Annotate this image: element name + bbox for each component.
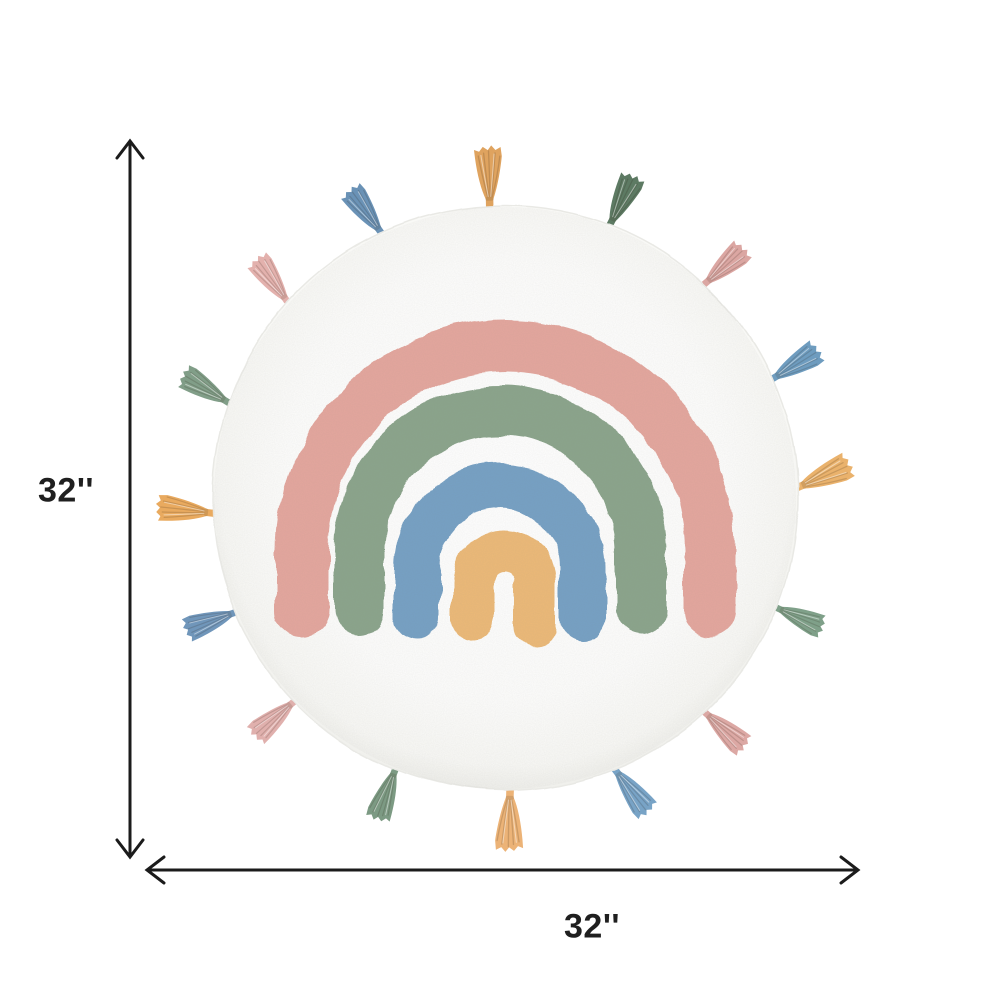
tassel-orange-left (155, 495, 219, 521)
tassel-neck-wrap (609, 216, 617, 222)
rug-graphic (155, 145, 855, 852)
tassel-strands-light (185, 373, 223, 400)
tassel-neck-wrap (220, 395, 226, 403)
tassel-body (181, 611, 232, 642)
tassel-strands-dark (160, 496, 205, 519)
tassel-body (775, 340, 825, 379)
tassel-strands-dark (617, 774, 652, 813)
tassel-neck-wrap (775, 372, 781, 380)
arrowhead-up-icon (115, 138, 145, 160)
tassel-neck-wrap (204, 508, 209, 517)
tassel-neck-wrap (505, 795, 514, 800)
tassel-green-top (605, 172, 645, 231)
height-dimension-label: 32'' (38, 471, 94, 510)
tassel-strands-dark (346, 189, 380, 228)
tassel-strands-light (255, 705, 290, 737)
tassel-blue-right-upper (766, 340, 825, 384)
tassel-body (366, 773, 397, 822)
tassel-strands-dark (781, 608, 821, 635)
arrowhead-right-icon (839, 855, 861, 885)
tassel-strands-light (163, 501, 205, 516)
tassel-strands-dark (708, 715, 746, 751)
arrowhead-down-icon (115, 838, 145, 860)
tassel-neck-wrap (280, 294, 288, 300)
tassel-pink-lower-left (246, 696, 300, 745)
tassel-strands-light (502, 799, 517, 844)
tassel-strands-light (373, 776, 394, 816)
horizontal-dimension-arrow (144, 855, 861, 885)
tassel-body (155, 495, 208, 521)
tassel-neck-wrap (800, 481, 807, 489)
tassel-strands-dark (477, 150, 501, 198)
tassel-strands-dark (611, 178, 641, 220)
tassel-strands-light (804, 460, 847, 486)
tassel-strands-dark (496, 799, 520, 848)
arrowhead-left-icon (144, 855, 166, 885)
tassel-neck-wrap (227, 610, 233, 618)
tassel-neck-wrap (706, 713, 713, 720)
tassel-strands-dark (369, 775, 395, 817)
tassel-strands-dark (778, 346, 818, 378)
tassel-neck-wrap (389, 772, 397, 778)
tassel-neck-wrap (286, 702, 293, 709)
dimension-arrows (115, 138, 861, 885)
width-dimension-label: 32'' (564, 907, 620, 946)
tassel-body (178, 365, 226, 403)
tassel-orange-right (791, 452, 855, 493)
tassel-body (341, 183, 381, 231)
tassel-body (609, 172, 645, 222)
tassel-strands-light (709, 247, 744, 280)
tassel-body (706, 713, 752, 756)
tassel-body (801, 452, 855, 489)
tassel-strands-dark (184, 369, 224, 401)
tassel-strands-light (480, 153, 495, 198)
tassel-strands-light (782, 609, 820, 631)
tassel-body (779, 606, 826, 638)
tassel-blue-bottom-right (609, 763, 657, 820)
tassel-strands-dark (804, 458, 849, 488)
tassel-neck-wrap (706, 276, 713, 284)
tassel-strands-light (618, 774, 650, 811)
rug-fabric-texture (214, 207, 796, 789)
tassel-strands-light (254, 260, 285, 297)
tassel-neck-wrap (485, 196, 494, 201)
tassel-pink-upper-right (699, 240, 752, 290)
tassel-strands-dark (709, 246, 746, 282)
tassel-body (615, 771, 657, 820)
tassel-body (495, 796, 524, 852)
tassel-strands-light (709, 716, 744, 748)
tassel-body (473, 145, 502, 200)
tassel-neck-wrap (374, 224, 381, 231)
tassel-neck-wrap (615, 771, 622, 778)
tassel-neck-wrap (779, 606, 785, 614)
tassel-body (706, 240, 752, 283)
vertical-dimension-arrow (115, 138, 145, 860)
tassel-blue-top-left (341, 183, 387, 239)
tassel-strands-light (778, 347, 817, 376)
tassel-body (247, 252, 288, 300)
tassel-strands-light (189, 613, 229, 635)
tassel-body (246, 702, 293, 745)
rug-tassels (155, 145, 855, 852)
tassel-strands-light (612, 179, 637, 219)
tassel-strands-dark (253, 258, 286, 297)
tassel-strands-dark (187, 611, 229, 637)
tassel-orange-top (473, 145, 502, 212)
tassel-strands-dark (253, 703, 290, 739)
tassel-orange-bottom (495, 784, 524, 852)
tassel-strands-light (348, 191, 378, 228)
